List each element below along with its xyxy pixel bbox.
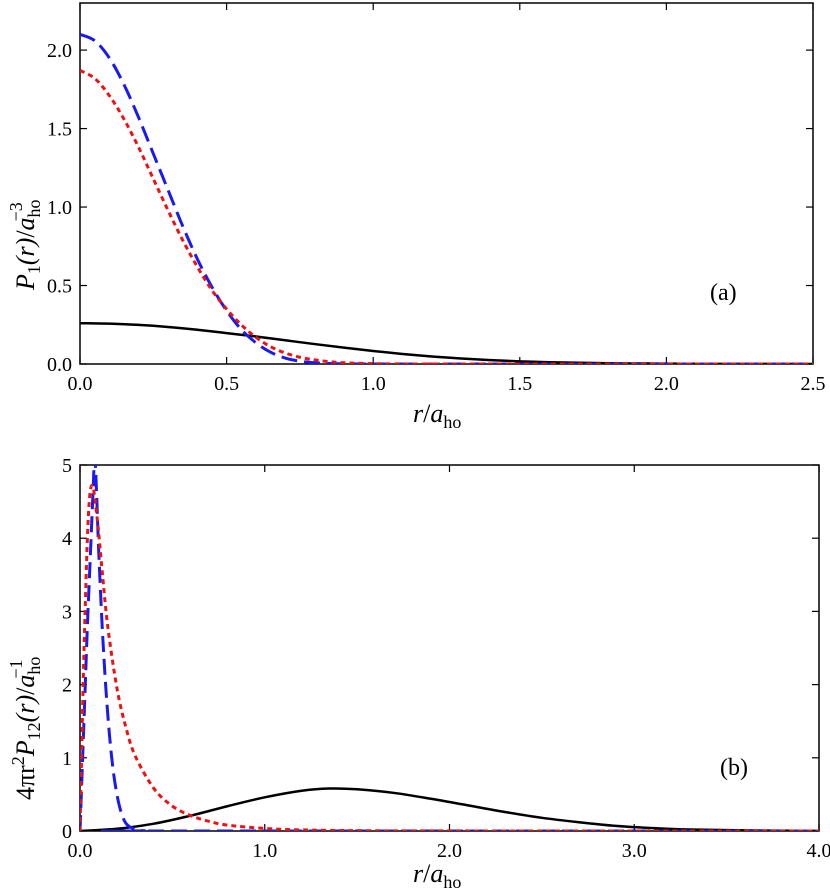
y-axis-label-a: P1(r)/aho−3 [6, 199, 44, 291]
y-tick-label: 1 [62, 748, 72, 770]
plot-frame-a [79, 2, 814, 365]
series-line-dashed [80, 465, 819, 831]
x-tick-label: 0.0 [68, 840, 93, 862]
x-tick-label: 1.5 [507, 373, 532, 395]
y-tick-label: 0.5 [47, 276, 72, 298]
x-tick-label: 2.5 [801, 373, 826, 395]
tick-group-b: 0.0 1.0 2.0 3.0 4.0 0 1 2 3 4 5 [62, 455, 830, 862]
y-tick-label: 3 [62, 601, 72, 623]
x-tick-label: 0.0 [68, 373, 93, 395]
x-tick-label: 4.0 [807, 840, 830, 862]
x-tick-label: 3.0 [622, 840, 647, 862]
x-tick-label: 1.0 [361, 373, 386, 395]
series-line-dotted [80, 69, 813, 364]
series-line-dashed [80, 32, 813, 364]
tick-group-a: 0.0 0.5 1.0 1.5 2.0 2.5 0.0 0.5 1.0 1.5 2.0 [47, 3, 826, 395]
series-line-solid [80, 321, 813, 364]
y-tick-label: 2 [62, 675, 72, 697]
x-axis-label-b: r/aho [413, 859, 461, 891]
y-axis-label-b: 4πr2P12(r)/aho−1 [6, 657, 44, 800]
y-tick-label: 4 [62, 528, 72, 550]
series-line-dotted [80, 483, 819, 831]
panel-a: 0.0 0.5 1.0 1.5 2.0 2.5 0.0 0.5 1.0 1.5 2.0 (a) r/… [6, 2, 826, 432]
panel-label-b: (b) [720, 755, 748, 781]
y-tick-label: 0.0 [47, 354, 72, 376]
y-tick-label: 1.0 [47, 197, 72, 219]
panel-label-a: (a) [710, 280, 737, 306]
x-tick-label: 2.0 [437, 840, 462, 862]
x-axis-label-a: r/aho [413, 399, 461, 432]
series-group-a [80, 32, 813, 364]
x-tick-label: 1.0 [252, 840, 277, 862]
panel-b: 0.0 1.0 2.0 3.0 4.0 0 1 2 3 4 5 (b) r/aho 4πr2P12(… [6, 455, 830, 891]
series-group-b [80, 465, 819, 831]
y-tick-label: 1.5 [47, 119, 72, 141]
x-tick-label: 0.5 [214, 373, 239, 395]
y-tick-label: 2.0 [47, 40, 72, 62]
plot-frame-b [79, 464, 820, 832]
x-tick-label: 2.0 [654, 373, 679, 395]
y-tick-label: 5 [62, 455, 72, 477]
series-line-solid [80, 787, 819, 831]
y-tick-label: 0 [62, 821, 72, 843]
